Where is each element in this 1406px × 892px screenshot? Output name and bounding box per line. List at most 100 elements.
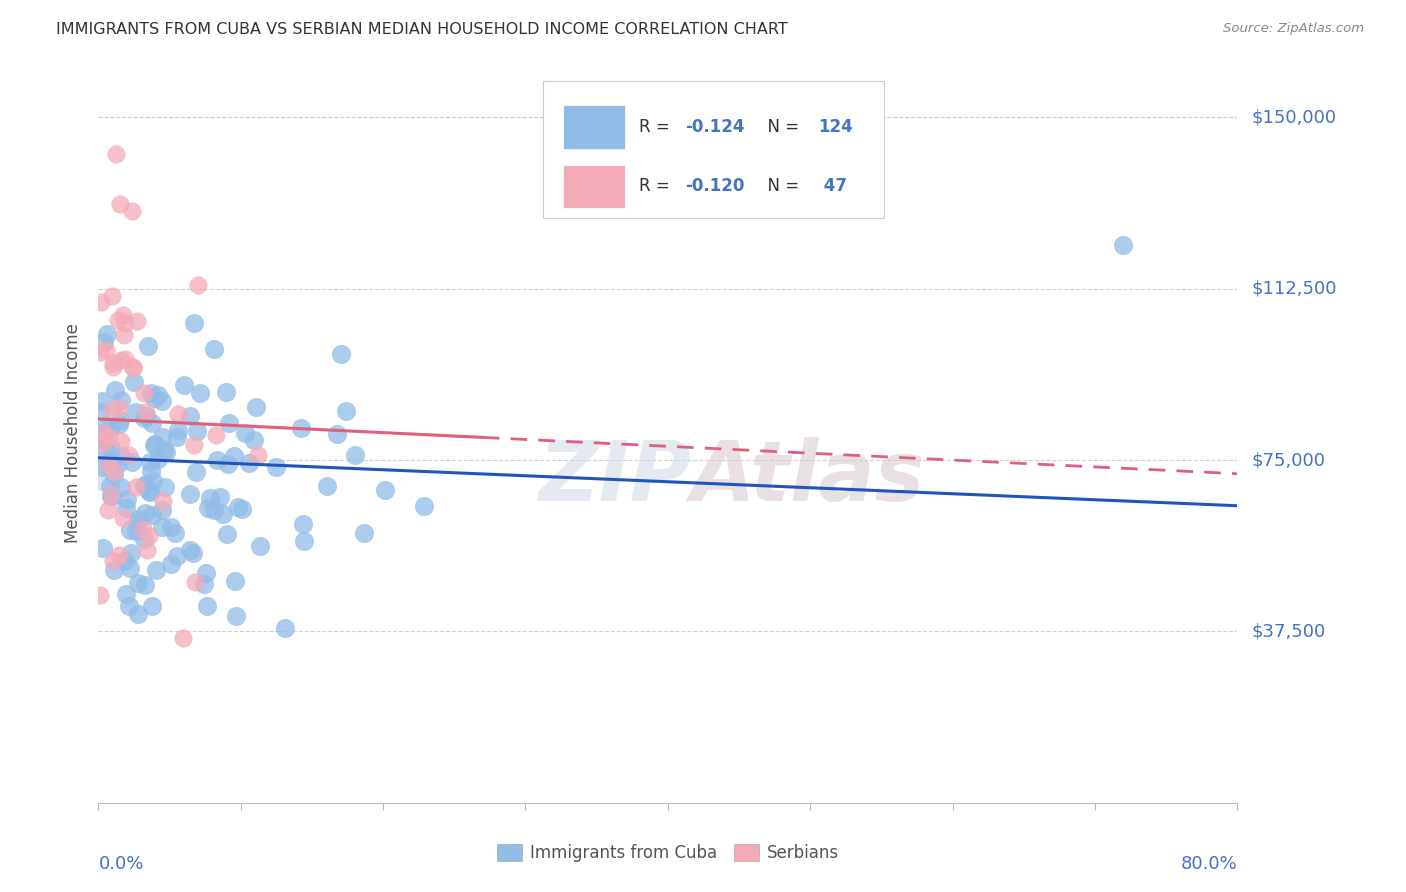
Point (103, 467, 125, 481)
Point (118, 599, 141, 614)
Point (225, 608, 247, 623)
Point (215, 385, 238, 400)
Point (343, 448, 366, 462)
Point (290, 421, 312, 435)
Point (167, 407, 190, 421)
Text: $150,000: $150,000 (1251, 108, 1336, 127)
Point (141, 599, 163, 613)
Point (135, 405, 157, 419)
Point (114, 316, 136, 330)
Point (141, 416, 163, 430)
Point (209, 490, 232, 504)
Point (142, 391, 165, 405)
Point (101, 489, 124, 503)
Point (127, 516, 149, 530)
Point (245, 400, 267, 414)
Point (90, 294, 112, 309)
Point (188, 385, 211, 400)
FancyBboxPatch shape (562, 105, 624, 149)
Point (374, 483, 396, 497)
Point (94, 343, 117, 357)
Point (115, 586, 138, 600)
Point (143, 437, 166, 451)
Point (153, 443, 176, 458)
Point (114, 328, 136, 343)
Point (205, 452, 228, 467)
Point (115, 501, 138, 516)
Point (139, 455, 162, 469)
Point (108, 417, 131, 431)
Point (179, 409, 201, 423)
Point (167, 423, 190, 437)
Text: $112,500: $112,500 (1251, 280, 1337, 298)
Point (212, 507, 235, 521)
Point (103, 465, 125, 479)
Point (238, 457, 260, 471)
Point (100, 488, 122, 502)
Point (187, 278, 209, 293)
Point (101, 289, 124, 303)
Point (166, 430, 188, 444)
Point (107, 401, 129, 415)
Point (193, 576, 215, 591)
Point (274, 621, 297, 635)
Point (91, 541, 114, 555)
Text: -0.120: -0.120 (685, 178, 744, 195)
Point (125, 480, 148, 494)
Point (107, 457, 129, 471)
Point (198, 491, 221, 505)
Point (89, 427, 111, 442)
Point (150, 520, 173, 534)
Point (120, 546, 142, 560)
Point (146, 451, 169, 466)
Point (89, 432, 111, 446)
Point (150, 393, 173, 408)
Point (246, 448, 269, 462)
Legend: Immigrants from Cuba, Serbians: Immigrants from Cuba, Serbians (489, 837, 846, 869)
Point (90, 405, 112, 419)
Point (249, 539, 271, 553)
Point (197, 501, 219, 516)
Point (114, 554, 136, 568)
Point (124, 524, 146, 539)
Point (125, 405, 148, 419)
Point (100, 441, 122, 455)
Point (93, 334, 115, 349)
Point (226, 500, 249, 515)
Point (202, 343, 225, 357)
Y-axis label: Median Household Income: Median Household Income (65, 323, 83, 542)
Point (90, 462, 112, 476)
Text: R =: R = (640, 178, 675, 195)
Point (101, 554, 124, 568)
Point (104, 146, 127, 161)
Point (93, 441, 115, 455)
Point (112, 511, 135, 525)
Point (100, 489, 122, 503)
Point (179, 542, 201, 557)
Point (195, 566, 218, 580)
FancyBboxPatch shape (543, 81, 884, 218)
Point (134, 533, 156, 547)
Point (134, 507, 156, 521)
Point (100, 461, 122, 475)
Point (110, 449, 132, 463)
Point (101, 403, 124, 417)
Point (152, 494, 174, 508)
Point (136, 339, 159, 353)
Text: N =: N = (756, 178, 804, 195)
Point (142, 475, 165, 489)
Point (110, 434, 132, 449)
Text: $75,000: $75,000 (1251, 451, 1326, 469)
Text: Source: ZipAtlas.com: Source: ZipAtlas.com (1223, 22, 1364, 36)
Point (142, 437, 165, 451)
Text: 0.0%: 0.0% (98, 855, 143, 872)
Point (101, 356, 124, 370)
Point (173, 378, 195, 392)
Point (141, 508, 163, 522)
Point (98, 430, 121, 444)
Point (117, 492, 139, 507)
Point (292, 517, 315, 532)
Point (1112, 238, 1135, 252)
Point (114, 352, 136, 367)
Point (104, 383, 127, 397)
